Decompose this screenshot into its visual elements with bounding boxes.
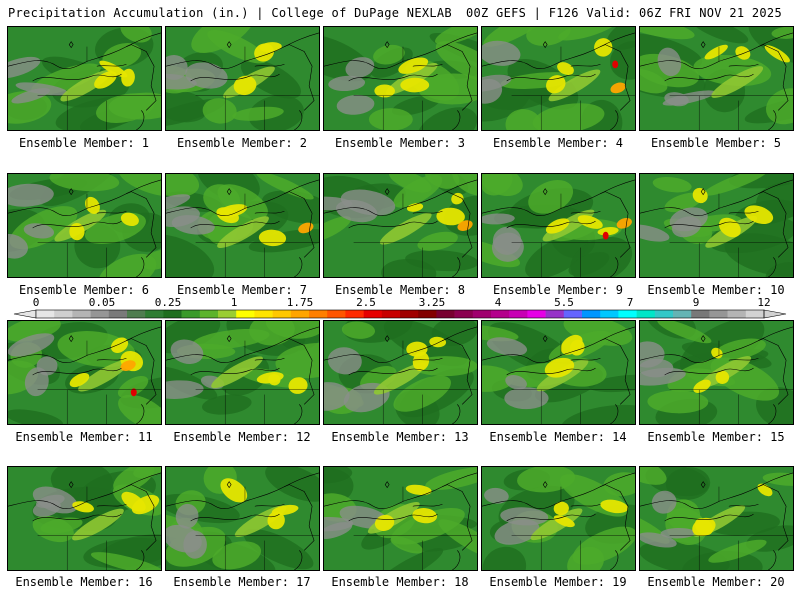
colorbar-tick-label: 3.25 [418, 296, 446, 309]
colorbar-swatch [54, 310, 73, 318]
member-label: Ensemble Member: 8 [334, 283, 466, 297]
member-label: Ensemble Member: 11 [15, 430, 153, 444]
colorbar-swatch [72, 310, 91, 318]
colorbar-tick-label: 2.5 [356, 296, 376, 309]
colorbar-swatch [108, 310, 128, 318]
colorbar-swatch [673, 310, 692, 318]
ensemble-member-map [481, 466, 636, 571]
ensemble-member-map [165, 320, 320, 425]
colorbar-swatch [418, 310, 437, 318]
colorbar-tick-label: 1.75 [286, 296, 314, 309]
colorbar-tick-label: 9 [692, 296, 700, 309]
colorbar-swatch [363, 310, 383, 318]
colorbar-swatch [636, 310, 656, 318]
colorbar-swatch [745, 310, 765, 318]
ensemble-member-map [7, 466, 162, 571]
member-label: Ensemble Member: 12 [173, 430, 311, 444]
colorbar-swatch [381, 310, 401, 318]
ensemble-member-map [323, 320, 478, 425]
member-label: Ensemble Member: 10 [647, 283, 785, 297]
colorbar-swatch [127, 310, 146, 318]
member-label: Ensemble Member: 4 [492, 136, 624, 150]
member-label: Ensemble Member: 18 [331, 575, 469, 589]
ensemble-member-map [481, 26, 636, 131]
ensemble-member-map [639, 466, 794, 571]
page-title: Precipitation Accumulation (in.) | Colle… [8, 6, 452, 20]
member-label: Ensemble Member: 1 [18, 136, 150, 150]
colorbar-swatch [618, 310, 637, 318]
member-label: Ensemble Member: 13 [331, 430, 469, 444]
member-label: Ensemble Member: 19 [489, 575, 627, 589]
member-label: Ensemble Member: 3 [334, 136, 466, 150]
ensemble-member-map [165, 26, 320, 131]
member-label: Ensemble Member: 15 [647, 430, 785, 444]
colorbar-swatch [236, 310, 255, 318]
colorbar-swatch [563, 310, 583, 318]
member-label: Ensemble Member: 2 [176, 136, 308, 150]
colorbar-swatch [199, 310, 219, 318]
ensemble-member-map [323, 26, 478, 131]
colorbar-swatch [400, 310, 419, 318]
colorbar-swatch [709, 310, 728, 318]
colorbar-swatch [527, 310, 546, 318]
colorbar-swatch [272, 310, 292, 318]
member-label: Ensemble Member: 7 [176, 283, 308, 297]
member-label: Ensemble Member: 5 [650, 136, 782, 150]
colorbar-swatch [654, 310, 674, 318]
colorbar-swatch [254, 310, 273, 318]
ensemble-member-map [323, 466, 478, 571]
ensemble-member-map [639, 26, 794, 131]
colorbar-max-arrow [763, 309, 787, 319]
ensemble-member-map [165, 173, 320, 278]
colorbar-tick-label: 4 [494, 296, 502, 309]
colorbar-swatch [545, 310, 565, 318]
ensemble-member-map [7, 320, 162, 425]
ensemble-member-map [7, 173, 162, 278]
colorbar-swatch [327, 310, 346, 318]
colorbar-swatch [582, 310, 601, 318]
colorbar-swatch [181, 310, 201, 318]
colorbar-swatch [509, 310, 528, 318]
colorbar-swatch [472, 310, 492, 318]
ensemble-member-map [481, 320, 636, 425]
colorbar-tick-label: 7 [626, 296, 634, 309]
ensemble-member-map [165, 466, 320, 571]
member-label: Ensemble Member: 14 [489, 430, 627, 444]
colorbar-tick-label: 0.05 [88, 296, 116, 309]
member-label: Ensemble Member: 6 [18, 283, 150, 297]
colorbar-tick-label: 0 [32, 296, 40, 309]
colorbar-tick-label: 1 [230, 296, 238, 309]
ensemble-member-map [7, 26, 162, 131]
colorbar-swatch [727, 310, 747, 318]
colorbar-swatch [36, 310, 55, 318]
colorbar-swatch [163, 310, 182, 318]
colorbar-swatch [345, 310, 364, 318]
colorbar-swatch [218, 310, 237, 318]
ensemble-member-map [639, 173, 794, 278]
member-label: Ensemble Member: 20 [647, 575, 785, 589]
colorbar-swatch [290, 310, 310, 318]
colorbar-swatch [491, 310, 510, 318]
precip-colorbar [13, 309, 787, 319]
colorbar-tick-label: 5.5 [554, 296, 574, 309]
colorbar-swatch [600, 310, 619, 318]
ensemble-member-map [639, 320, 794, 425]
colorbar-swatch [145, 310, 164, 318]
member-label: Ensemble Member: 9 [492, 283, 624, 297]
member-label: Ensemble Member: 17 [173, 575, 311, 589]
colorbar-tick-label: 0.25 [154, 296, 182, 309]
colorbar-min-arrow [13, 309, 37, 319]
ensemble-member-map [323, 173, 478, 278]
colorbar-swatch [691, 310, 710, 318]
model-run-info: 00Z GEFS | F126 Valid: 06Z FRI NOV 21 20… [465, 6, 782, 20]
colorbar-tick-label: 12 [757, 296, 771, 309]
colorbar-swatch [454, 310, 474, 318]
colorbar-swatch [436, 310, 455, 318]
member-label: Ensemble Member: 16 [15, 575, 153, 589]
colorbar-swatch [309, 310, 328, 318]
ensemble-member-map [481, 173, 636, 278]
colorbar-swatch [90, 310, 110, 318]
